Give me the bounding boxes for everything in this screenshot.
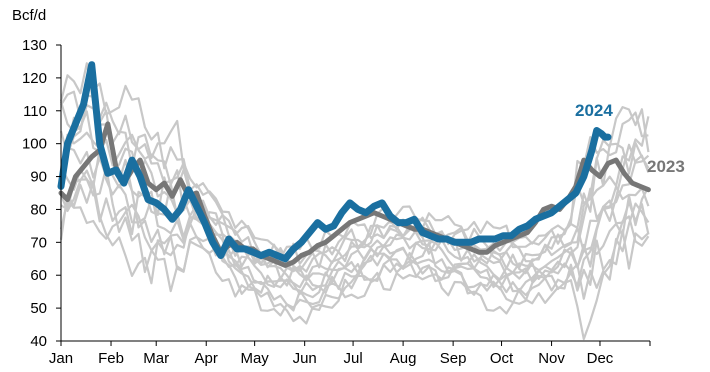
series-line-2023: [58, 121, 651, 268]
series-line-2024: [57, 61, 612, 263]
x-tick-label: Jun: [293, 350, 317, 367]
y-tick-label: 50: [30, 300, 47, 317]
series-group: [57, 61, 651, 268]
series-label-2024: 2024: [575, 101, 613, 120]
x-tick-label: Apr: [195, 350, 218, 367]
y-tick-label: 60: [30, 267, 47, 284]
axes-group: 40 50 60 70 80 90 100 110 120 130 Jan Feb Mar Apr May J…: [22, 37, 651, 367]
history-year-line: [60, 79, 649, 260]
series-label-2023: 2023: [647, 157, 685, 176]
y-tick-label: 110: [23, 103, 47, 120]
history-year-line: [59, 148, 650, 295]
y-tick-label: 130: [22, 37, 47, 54]
x-tick-label: May: [240, 350, 269, 367]
y-tick-label: 100: [22, 136, 47, 153]
x-tick-label: Oct: [490, 350, 514, 367]
x-tick-label: Sep: [440, 350, 467, 367]
x-tick-label: Nov: [538, 350, 565, 367]
y-tick-label: 70: [30, 234, 47, 251]
y-axis-unit-label: Bcf/d: [12, 7, 46, 24]
x-tick-label: Feb: [98, 350, 124, 367]
y-tick-label: 40: [30, 333, 47, 350]
history-year-line: [59, 146, 650, 288]
y-tick-label: 90: [30, 169, 47, 186]
y-tick-label: 120: [22, 70, 47, 87]
x-tick-label: Jul: [343, 350, 362, 367]
history-year-line: [59, 94, 650, 269]
x-tick-label: Jan: [49, 350, 73, 367]
x-tick-label: Mar: [143, 350, 169, 367]
x-tick-label: Aug: [390, 350, 417, 367]
x-tick-label: Dec: [587, 350, 614, 367]
history-year-line: [59, 180, 650, 341]
history-year-line: [59, 199, 650, 317]
y-tick-label: 80: [30, 201, 47, 218]
series-labels-group: 2024 2023: [575, 101, 685, 176]
